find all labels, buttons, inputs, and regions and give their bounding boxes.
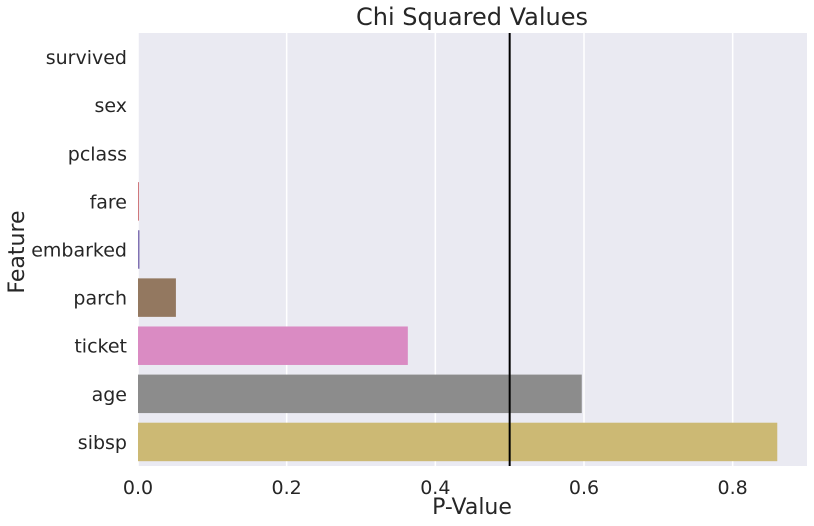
x-tick-label: 0.4 (420, 477, 450, 499)
x-tick-labels: 0.0 0.2 0.4 0.6 0.8 (123, 477, 748, 499)
bar-sibsp (138, 422, 778, 462)
category-label-parch: parch (73, 288, 127, 310)
x-tick-label: 0.2 (272, 477, 302, 499)
x-axis-label: P-Value (432, 495, 512, 520)
category-label-pclass: pclass (68, 143, 127, 165)
bar-ticket (138, 326, 408, 365)
category-labels: survived sex pclass fare embarked parch ticket… (31, 47, 127, 454)
category-label-ticket: ticket (74, 336, 127, 358)
bar-age (138, 374, 582, 414)
category-label-sibsp: sibsp (78, 432, 127, 454)
bars-group (138, 182, 778, 462)
x-tick-label: 0.6 (569, 477, 599, 499)
x-tick-label: 0.0 (123, 477, 153, 499)
x-tick-label: 0.8 (718, 477, 748, 499)
category-label-embarked: embarked (31, 240, 127, 262)
chart-title: Chi Squared Values (356, 3, 588, 31)
category-label-sex: sex (95, 95, 128, 117)
bar-parch (138, 278, 176, 317)
bar-embarked (138, 230, 140, 269)
category-label-age: age (92, 384, 127, 406)
bar-fare (138, 182, 139, 221)
category-label-fare: fare (90, 191, 127, 213)
y-axis-label: Feature (5, 210, 30, 293)
category-label-survived: survived (46, 47, 127, 69)
